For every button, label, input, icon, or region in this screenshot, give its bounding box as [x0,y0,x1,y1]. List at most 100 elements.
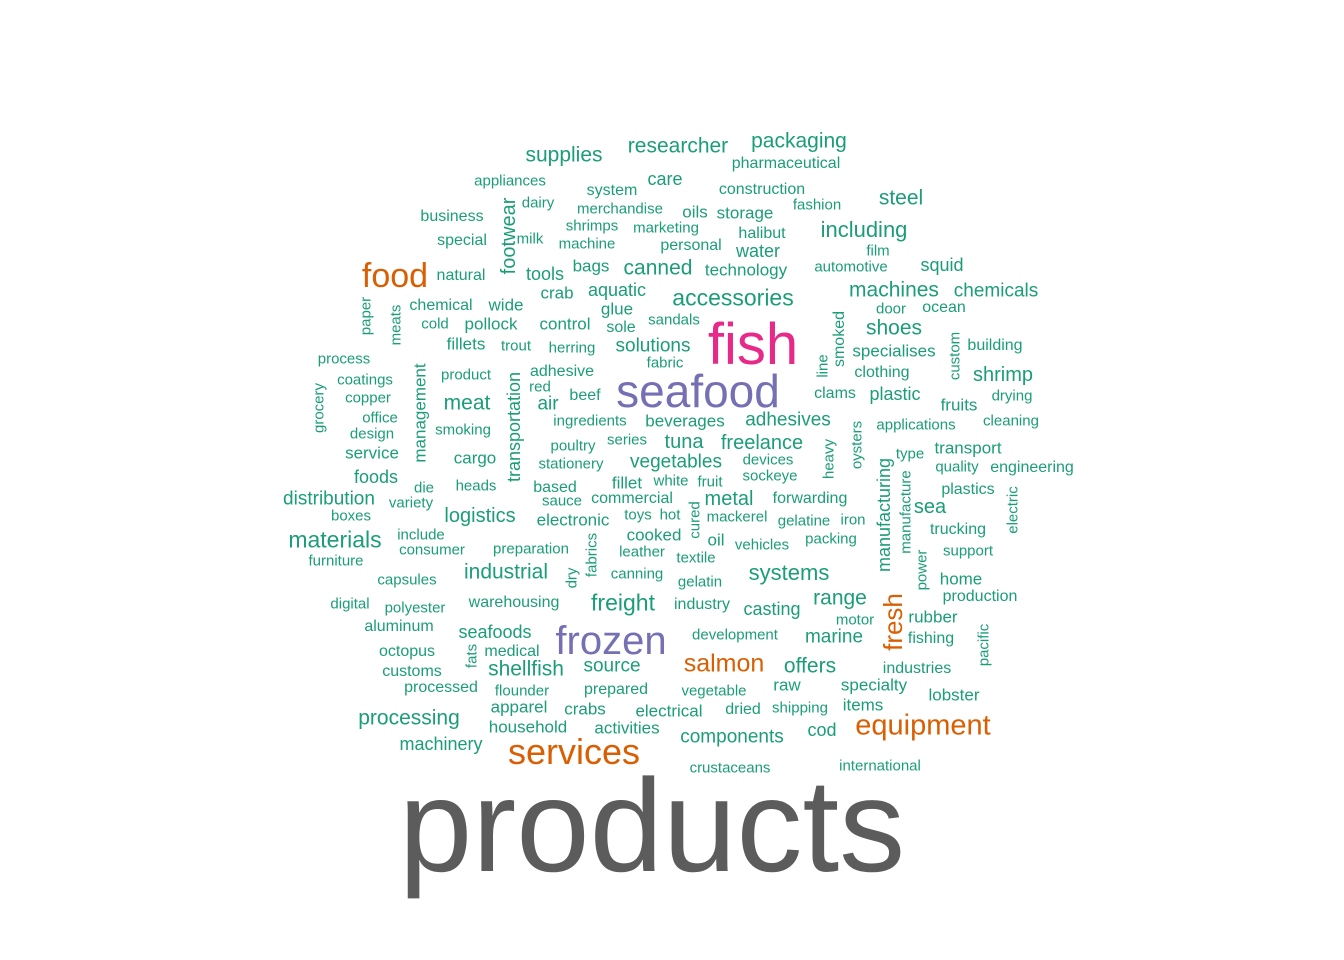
word-meats: meats [387,304,405,346]
word-tuna: tuna [664,431,704,453]
word-sea: sea [913,496,947,518]
word-seafood: seafood [616,365,780,417]
word-smoking: smoking [435,421,491,439]
word-management: management [410,363,430,463]
word-products: products [398,752,906,899]
word-transport: transport [934,438,1002,458]
word-shoes: shoes [865,316,923,340]
word-smoked: smoked [831,310,848,368]
word-paper: paper [357,296,375,336]
word-international: international [839,757,921,775]
word-ocean: ocean [922,299,966,316]
word-applications: applications [876,416,956,434]
word-industries: industries [882,660,952,677]
word-pollock: pollock [464,314,518,334]
word-items: items [842,695,884,715]
word-special: special [437,232,487,249]
word-industry: industry [673,596,731,613]
word-foods: foods [353,467,399,487]
word-shrimps: shrimps [565,217,619,235]
word-cooked: cooked [626,525,682,545]
word-vegetables: vegetables [630,451,722,473]
word-canning: canning [610,565,664,583]
word-plastic: plastic [869,384,921,404]
word-processing: processing [358,706,460,730]
word-development: development [692,626,778,644]
word-fruit: fruit [697,473,723,491]
word-natural: natural [436,267,486,284]
word-based: based [533,479,577,496]
word-seafoods: seafoods [458,622,532,642]
word-appliances: appliances [474,172,546,190]
word-steel: steel [878,186,924,210]
word-gelatine: gelatine [777,512,831,530]
word-clams: clams [814,385,856,402]
word-copper: copper [345,389,391,407]
word-adhesives: adhesives [745,409,831,431]
word-dry: dry [563,567,581,589]
word-activities: activities [594,718,660,738]
word-processed: processed [404,679,478,696]
word-freelance: freelance [720,432,804,454]
word-salmon: salmon [683,649,765,678]
word-oils: oils [682,202,708,222]
word-leather: leather [619,543,665,561]
word-iron: iron [840,511,866,529]
word-researcher: researcher [627,134,729,158]
word-building: building [967,337,1023,354]
word-sockeye: sockeye [742,467,798,485]
word-door: door [875,300,907,318]
word-fishing: fishing [907,630,955,647]
word-shellfish: shellfish [488,657,564,681]
word-casting: casting [743,599,801,619]
word-canned: canned [623,256,693,280]
word-machine: machine [558,235,616,253]
word-services: services [507,731,641,772]
word-pharmaceutical: pharmaceutical [731,155,841,172]
word-lobster: lobster [928,685,980,705]
word-technology: technology [704,260,788,280]
word-marine: marine [804,626,864,648]
word-wide: wide [488,295,524,315]
word-engineering: engineering [990,459,1074,476]
word-commercial: commercial [591,490,673,507]
word-fillet: fillet [611,473,643,493]
word-machinery: machinery [399,734,483,754]
word-storage: storage [716,203,774,223]
word-fruits: fruits [940,395,978,415]
word-marketing: marketing [633,219,699,237]
word-motor: motor [835,611,875,629]
word-crabs: crabs [564,699,606,719]
word-food: food [361,257,429,295]
word-quality: quality [935,458,979,476]
word-accessories: accessories [672,284,794,311]
word-ingredients: ingredients [553,412,627,430]
word-care: care [647,169,683,189]
word-dried: dried [725,701,761,718]
word-aquatic: aquatic [587,280,647,300]
word-fats: fats [463,643,481,669]
word-fabric: fabric [646,354,684,372]
word-equipment: equipment [855,709,991,742]
word-adhesive: adhesive [529,363,595,380]
word-personal: personal [660,237,722,254]
word-household: household [488,717,568,737]
word-mackerel: mackerel [706,508,768,526]
word-raw: raw [773,675,801,695]
word-systems: systems [748,560,830,585]
word-sole: sole [606,319,636,336]
word-fabrics: fabrics [583,532,601,578]
word-heavy: heavy [820,438,838,480]
word-sauce: sauce [541,492,583,510]
word-clothing: clothing [854,364,910,381]
word-vegetable: vegetable [681,682,747,700]
word-service: service [345,443,399,463]
word-chemical: chemical [409,297,473,314]
word-cold: cold [421,315,449,333]
word-plastics: plastics [941,481,995,498]
word-shrimp: shrimp [972,364,1034,386]
word-red: red [529,378,551,396]
word-freight: freight [591,589,655,616]
word-octopus: octopus [378,643,436,660]
word-packing: packing [805,530,857,548]
